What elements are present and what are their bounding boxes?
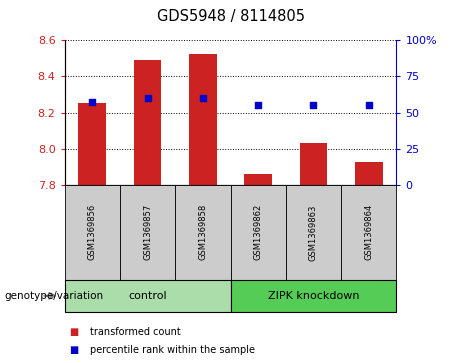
Text: genotype/variation: genotype/variation bbox=[5, 291, 104, 301]
Bar bbox=[134, 60, 161, 185]
Bar bbox=[300, 143, 327, 185]
Text: GSM1369862: GSM1369862 bbox=[254, 204, 263, 260]
Text: GSM1369856: GSM1369856 bbox=[88, 204, 97, 260]
Point bbox=[310, 102, 317, 108]
Text: percentile rank within the sample: percentile rank within the sample bbox=[90, 345, 255, 355]
Text: control: control bbox=[128, 291, 167, 301]
Text: ■: ■ bbox=[69, 345, 78, 355]
Text: GDS5948 / 8114805: GDS5948 / 8114805 bbox=[156, 9, 305, 24]
Bar bbox=[355, 162, 383, 185]
Point bbox=[199, 95, 207, 101]
Text: transformed count: transformed count bbox=[90, 327, 181, 337]
Bar bbox=[189, 54, 217, 185]
Text: GSM1369858: GSM1369858 bbox=[198, 204, 207, 260]
Text: GSM1369864: GSM1369864 bbox=[364, 204, 373, 260]
Point bbox=[144, 95, 151, 101]
Text: ZIPK knockdown: ZIPK knockdown bbox=[268, 291, 359, 301]
Point bbox=[89, 99, 96, 105]
Text: GSM1369857: GSM1369857 bbox=[143, 204, 152, 260]
Point bbox=[254, 102, 262, 108]
Text: ■: ■ bbox=[69, 327, 78, 337]
Point bbox=[365, 102, 372, 108]
Bar bbox=[78, 103, 106, 185]
Bar bbox=[244, 174, 272, 185]
Text: GSM1369863: GSM1369863 bbox=[309, 204, 318, 261]
